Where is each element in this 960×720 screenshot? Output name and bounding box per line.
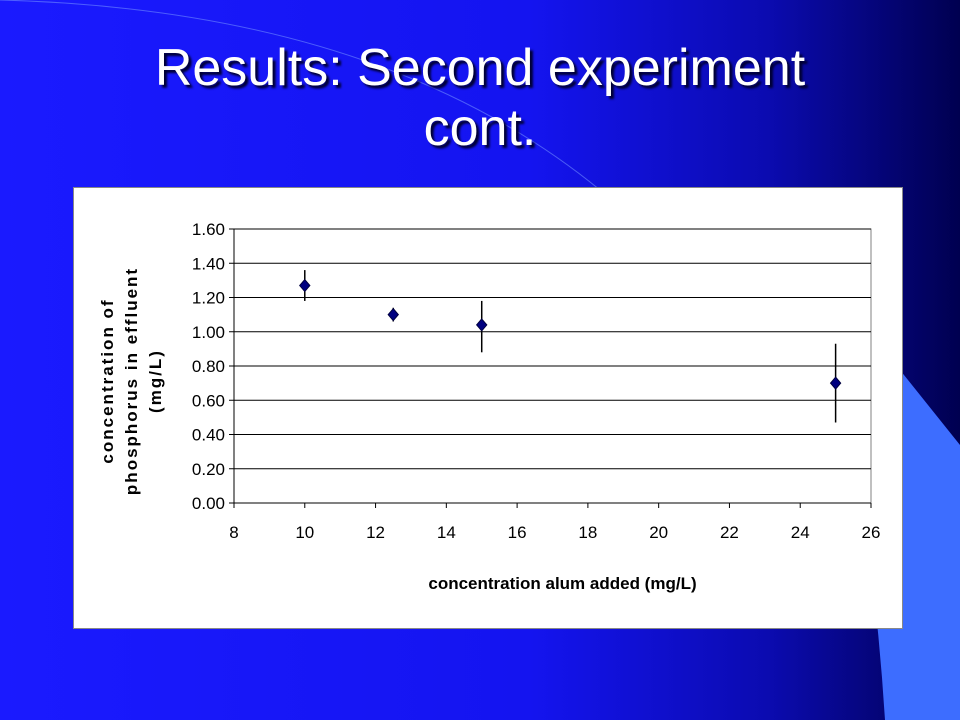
- y-tick-label: 0.00: [192, 494, 225, 513]
- slide-title: Results: Second experiment cont.: [0, 38, 960, 158]
- x-tick-label: 20: [649, 523, 668, 542]
- x-axis-label: concentration alum added (mg/L): [428, 574, 696, 593]
- background-accent-line: [0, 0, 601, 191]
- y-axis-label-line: phosphorus in effluent: [122, 267, 141, 495]
- y-tick-label: 1.40: [192, 254, 225, 273]
- y-tick-label: 0.60: [192, 391, 225, 410]
- x-tick-label: 14: [437, 523, 456, 542]
- data-point: [475, 318, 488, 332]
- y-tick-label: 0.20: [192, 460, 225, 479]
- slide-title-line-1: Results: Second experiment: [154, 39, 806, 97]
- y-tick-label: 1.20: [192, 289, 225, 308]
- y-tick-label: 1.60: [192, 220, 225, 239]
- x-tick-label: 10: [295, 523, 314, 542]
- x-tick-label: 22: [720, 523, 739, 542]
- x-tick-label: 18: [578, 523, 597, 542]
- y-tick-label: 1.00: [192, 323, 225, 342]
- x-tick-label: 8: [229, 523, 238, 542]
- data-point: [829, 376, 842, 390]
- data-point: [299, 278, 311, 293]
- y-axis-label-line: (mg/L): [146, 349, 165, 413]
- y-tick-label: 0.40: [192, 426, 225, 445]
- data-point: [387, 307, 400, 322]
- x-tick-label: 24: [791, 523, 810, 542]
- scatter-chart: 0.00 0.20 0.40 0.60 0.80 1.00 1.20 1.40 1.60 8 10 1…: [98, 220, 881, 593]
- x-tick-label: 16: [508, 523, 527, 542]
- y-tick-label: 0.80: [192, 357, 225, 376]
- y-axis-label-line: concentration of: [98, 298, 117, 463]
- chart-panel: 0.00 0.20 0.40 0.60 0.80 1.00 1.20 1.40 1.60 8 10 1…: [73, 187, 903, 629]
- slide-title-line-2: cont.: [423, 99, 537, 157]
- x-tick-label: 12: [366, 523, 385, 542]
- x-tick-label: 26: [862, 523, 881, 542]
